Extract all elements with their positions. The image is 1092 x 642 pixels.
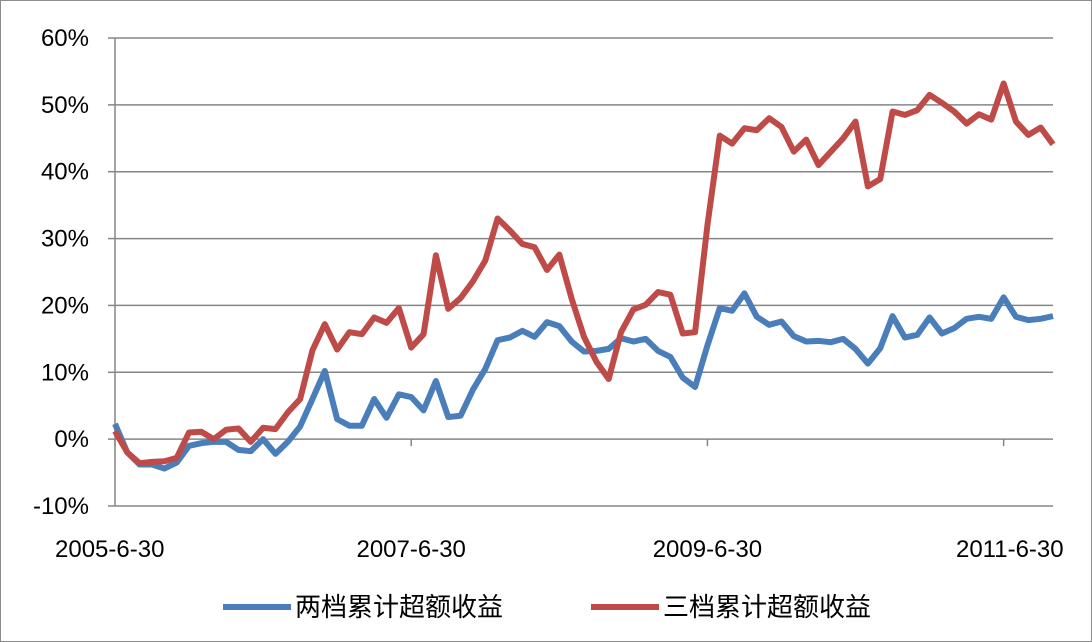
legend: 两档累计超额收益 三档累计超额收益 — [223, 593, 871, 623]
y-tick-label: 30% — [41, 226, 89, 253]
y-tick-label: 50% — [41, 92, 89, 119]
grid-layer — [115, 37, 1053, 507]
y-tick-label: 20% — [41, 292, 89, 319]
legend-label-2: 三档累计超额收益 — [663, 593, 871, 623]
y-tick-label: 0% — [54, 426, 89, 453]
x-tick-label: 2005-6-30 — [55, 536, 164, 563]
y-tick-label: 10% — [41, 359, 89, 386]
y-tick-label: 60% — [41, 25, 89, 52]
x-tick-label: 2007-6-30 — [356, 536, 465, 563]
series-line-1 — [112, 290, 1054, 472]
series-line-2 — [112, 80, 1056, 467]
series-layer — [112, 80, 1056, 472]
x-tick-label: 2009-6-30 — [653, 536, 762, 563]
axis-layer: -10% 0% 10% 20% 30% 40% 50% 60% 2005-6-30 2007-6-… — [33, 25, 1064, 563]
x-tick-label: 2011-6-30 — [956, 536, 1064, 563]
y-tick-label: -10% — [33, 493, 89, 520]
y-tick-label: 40% — [41, 159, 89, 186]
legend-label-1: 两档累计超额收益 — [295, 593, 503, 623]
